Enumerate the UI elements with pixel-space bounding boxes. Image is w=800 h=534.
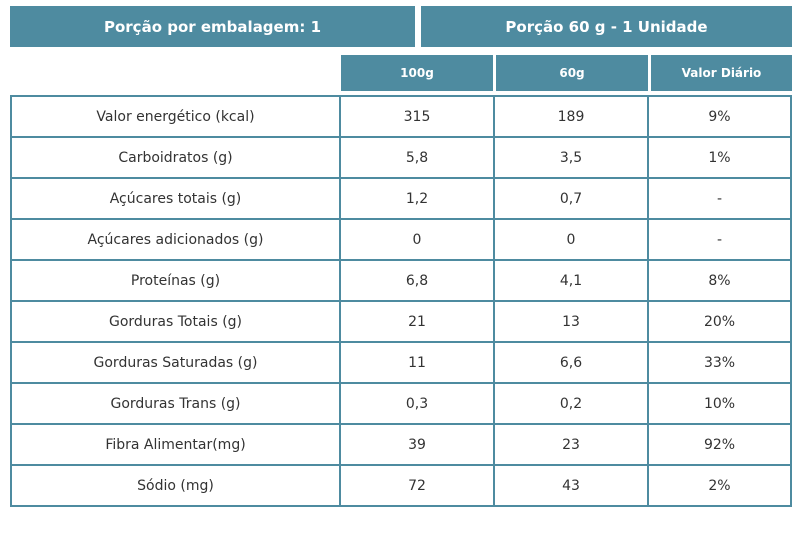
daily-value: 33%: [647, 341, 792, 384]
table-row: Valor energético (kcal) 315 189 9%: [10, 95, 792, 138]
table-row: Gorduras Saturadas (g) 11 6,6 33%: [10, 341, 792, 384]
value-per-100g: 6,8: [339, 259, 495, 302]
daily-value: -: [647, 177, 792, 220]
daily-value: 1%: [647, 136, 792, 179]
daily-value: 9%: [647, 95, 792, 138]
nutrient-label: Valor energético (kcal): [10, 95, 341, 138]
table-row: Carboidratos (g) 5,8 3,5 1%: [10, 136, 792, 179]
value-per-100g: 21: [339, 300, 495, 343]
column-header-100g: 100g: [341, 55, 493, 91]
serving-size-header: Porção 60 g - 1 Unidade: [421, 6, 792, 47]
value-per-100g: 0: [339, 218, 495, 261]
nutrient-label: Gorduras Trans (g): [10, 382, 341, 425]
value-per-100g: 72: [339, 464, 495, 507]
nutrient-label: Gorduras Totais (g): [10, 300, 341, 343]
nutrient-label: Gorduras Saturadas (g): [10, 341, 341, 384]
nutrient-label: Açúcares adicionados (g): [10, 218, 341, 261]
nutrition-table: Valor energético (kcal) 315 189 9% Carbo…: [10, 95, 792, 507]
value-per-60g: 13: [493, 300, 649, 343]
value-per-100g: 1,2: [339, 177, 495, 220]
value-per-60g: 43: [493, 464, 649, 507]
daily-value: 92%: [647, 423, 792, 466]
servings-per-package-header: Porção por embalagem: 1: [10, 6, 415, 47]
value-per-60g: 23: [493, 423, 649, 466]
column-header-60g: 60g: [496, 55, 648, 91]
value-per-60g: 6,6: [493, 341, 649, 384]
table-row: Proteínas (g) 6,8 4,1 8%: [10, 259, 792, 302]
value-per-100g: 0,3: [339, 382, 495, 425]
daily-value: 10%: [647, 382, 792, 425]
table-row: Fibra Alimentar(mg) 39 23 92%: [10, 423, 792, 466]
nutrient-label: Sódio (mg): [10, 464, 341, 507]
table-row: Açúcares adicionados (g) 0 0 -: [10, 218, 792, 261]
value-per-100g: 315: [339, 95, 495, 138]
value-per-100g: 5,8: [339, 136, 495, 179]
table-row: Gorduras Totais (g) 21 13 20%: [10, 300, 792, 343]
value-per-60g: 4,1: [493, 259, 649, 302]
value-per-60g: 0: [493, 218, 649, 261]
value-per-60g: 0,7: [493, 177, 649, 220]
value-per-60g: 189: [493, 95, 649, 138]
column-header-daily-value: Valor Diário: [651, 55, 792, 91]
value-per-60g: 3,5: [493, 136, 649, 179]
nutrient-label: Proteínas (g): [10, 259, 341, 302]
value-per-60g: 0,2: [493, 382, 649, 425]
daily-value: -: [647, 218, 792, 261]
daily-value: 20%: [647, 300, 792, 343]
daily-value: 2%: [647, 464, 792, 507]
nutrient-label: Carboidratos (g): [10, 136, 341, 179]
value-per-100g: 11: [339, 341, 495, 384]
table-row: Açúcares totais (g) 1,2 0,7 -: [10, 177, 792, 220]
daily-value: 8%: [647, 259, 792, 302]
nutrient-label: Açúcares totais (g): [10, 177, 341, 220]
table-row: Sódio (mg) 72 43 2%: [10, 464, 792, 507]
table-row: Gorduras Trans (g) 0,3 0,2 10%: [10, 382, 792, 425]
value-per-100g: 39: [339, 423, 495, 466]
nutrient-label: Fibra Alimentar(mg): [10, 423, 341, 466]
